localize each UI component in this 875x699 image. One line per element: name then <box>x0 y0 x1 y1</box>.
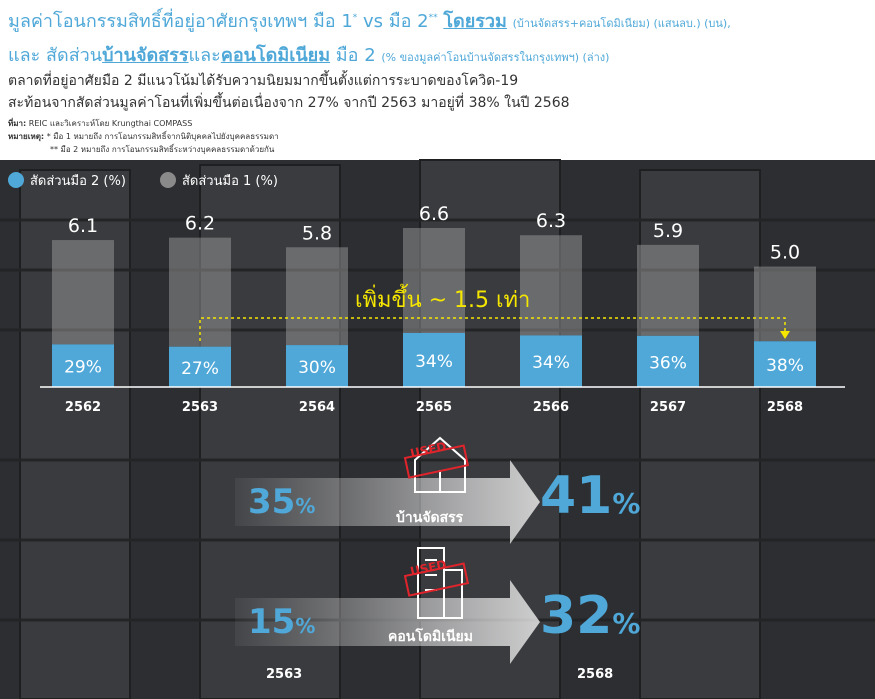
legend-label-first-hand: สัดส่วนมือ 1 (%) <box>182 174 278 189</box>
bar-second-hand-2566 <box>520 335 582 387</box>
used-stamp-2 <box>403 562 470 597</box>
total-label-2563: 6.2 <box>185 213 215 235</box>
subtitle-1: ตลาดที่อยู่อาศัยมือ 2 มีแนวโน้มได้รับควา… <box>8 73 519 89</box>
note-2: ** มือ 2 หมายถึง การโอนกรรมสิทธิ์ระหว่าง… <box>50 145 275 154</box>
bar-second-hand-2567 <box>637 335 699 387</box>
x-tick-2562: 2562 <box>65 400 101 415</box>
used-stamp-1 <box>403 444 470 479</box>
condo-icon <box>417 547 463 619</box>
bar-second-hand-2565 <box>403 332 465 387</box>
title-second-hand: มือ 2 <box>330 45 376 66</box>
source-label: ที่มา: <box>8 119 27 128</box>
title-star-2: ** <box>428 13 438 23</box>
bar-first-hand-2567 <box>637 244 699 336</box>
title-line-1: มูลค่าโอนกรรมสิทธิ์ที่อยู่อาศัยกรุงเทพฯ … <box>8 6 731 35</box>
condo-to-pct: % <box>612 607 641 640</box>
share-label-2563: 27% <box>181 359 219 379</box>
house-from-pct: % <box>295 494 316 518</box>
total-label-2567: 5.9 <box>653 220 683 242</box>
title-house: บ้านจัดสรร <box>102 45 189 66</box>
bar-second-hand-2564 <box>286 345 348 387</box>
share-label-2565: 34% <box>415 352 453 372</box>
share-label-2562: 29% <box>64 358 102 378</box>
x-tick-2565: 2565 <box>416 400 452 415</box>
share-label-2567: 36% <box>649 353 687 373</box>
house-from-value: 35% <box>248 482 315 522</box>
share-label-2568: 38% <box>766 356 804 376</box>
year-from: 2563 <box>266 667 303 682</box>
condo-from-number: 15 <box>248 602 296 642</box>
bar-first-hand-2565 <box>403 228 465 333</box>
bar-chart: 6.1 29% 2562 6.2 27% 2563 5.8 30% 2564 6.6 34% 2565… <box>40 203 845 415</box>
total-label-2568: 5.0 <box>770 242 800 264</box>
condo-from-pct: % <box>295 614 316 638</box>
title-vs: vs มือ 2 <box>357 11 429 32</box>
total-label-2566: 6.3 <box>536 210 566 232</box>
source-text: REIC และวิเคราะห์โดย Krungthai COMPASS <box>28 119 193 128</box>
total-label-2564: 5.8 <box>302 222 332 244</box>
comparison-graphics <box>235 436 540 664</box>
x-tick-2564: 2564 <box>299 400 335 415</box>
year-to: 2568 <box>577 667 614 682</box>
title-line-2: และ สัดส่วนบ้านจัดสรรและคอนโดมิเนียม มือ… <box>8 40 609 69</box>
house-label: บ้านจัดสรร <box>396 510 464 526</box>
title-overall: โดยรวม <box>443 11 507 32</box>
house-from-number: 35 <box>248 482 296 522</box>
condo-arrow <box>235 580 540 664</box>
notes-label: หมายเหตุ: <box>8 132 45 141</box>
total-label-2565: 6.6 <box>419 203 449 225</box>
legend-swatch-first-hand <box>160 172 176 188</box>
house-to-value: 41% <box>540 466 640 526</box>
source: ที่มา: REIC และวิเคราะห์โดย Krungthai CO… <box>8 117 192 130</box>
note-1: * มือ 1 หมายถึง การโอนกรรมสิทธิ์จากนิติบ… <box>46 132 279 141</box>
title-main: มูลค่าโอนกรรมสิทธิ์ที่อยู่อาศัยกรุงเทพฯ … <box>8 11 353 32</box>
x-tick-2568: 2568 <box>767 400 803 415</box>
legend-second-hand: สัดส่วนมือ 2 (%) <box>8 170 126 191</box>
growth-annotation: เพิ่มขึ้น ~ 1.5 เท่า <box>355 288 531 313</box>
total-label-2562: 6.1 <box>68 215 98 237</box>
condo-to-number: 32 <box>540 586 613 646</box>
house-icon <box>414 436 466 493</box>
bar-first-hand-2562 <box>52 240 114 345</box>
title-condo: คอนโดมิเนียม <box>220 45 331 66</box>
bar-second-hand-2563 <box>169 346 231 387</box>
bar-second-hand-2568 <box>754 341 816 387</box>
growth-arrow-head <box>780 331 790 339</box>
subtitle-2: สะท้อนจากสัดส่วนมูลค่าโอนที่เพิ่มขึ้นต่อ… <box>8 95 570 111</box>
bar-first-hand-2564 <box>286 247 348 346</box>
title-and: และ <box>188 45 221 66</box>
house-arrow <box>235 460 540 544</box>
house-to-pct: % <box>612 487 641 520</box>
share-label-2564: 30% <box>298 358 336 378</box>
condo-to-value: 32% <box>540 586 640 646</box>
notes: หมายเหตุ: * มือ 1 หมายถึง การโอนกรรมสิทธ… <box>8 130 279 143</box>
x-tick-2567: 2567 <box>650 400 686 415</box>
title-star-1: * <box>352 13 358 23</box>
legend-swatch-second-hand <box>8 172 24 188</box>
bar-second-hand-2562 <box>52 344 114 387</box>
title-small-1: (บ้านจัดสรร+คอนโดมิเนียม) (แสนลบ.) (บน), <box>512 17 731 30</box>
x-tick-2566: 2566 <box>533 400 569 415</box>
condo-label: คอนโดมิเนียม <box>388 629 473 645</box>
title-and-share: และ สัดส่วน <box>8 45 103 66</box>
title-small-2: (% ของมูลค่าโอนบ้านจัดสรรในกรุงเทพฯ) (ล่… <box>381 51 610 64</box>
x-tick-2563: 2563 <box>182 400 218 415</box>
house-to-number: 41 <box>540 466 613 526</box>
legend-first-hand: สัดส่วนมือ 1 (%) <box>160 170 278 191</box>
share-label-2566: 34% <box>532 353 570 373</box>
condo-from-value: 15% <box>248 602 315 642</box>
bar-first-hand-2563 <box>169 237 231 347</box>
legend-label-second-hand: สัดส่วนมือ 2 (%) <box>30 174 126 189</box>
